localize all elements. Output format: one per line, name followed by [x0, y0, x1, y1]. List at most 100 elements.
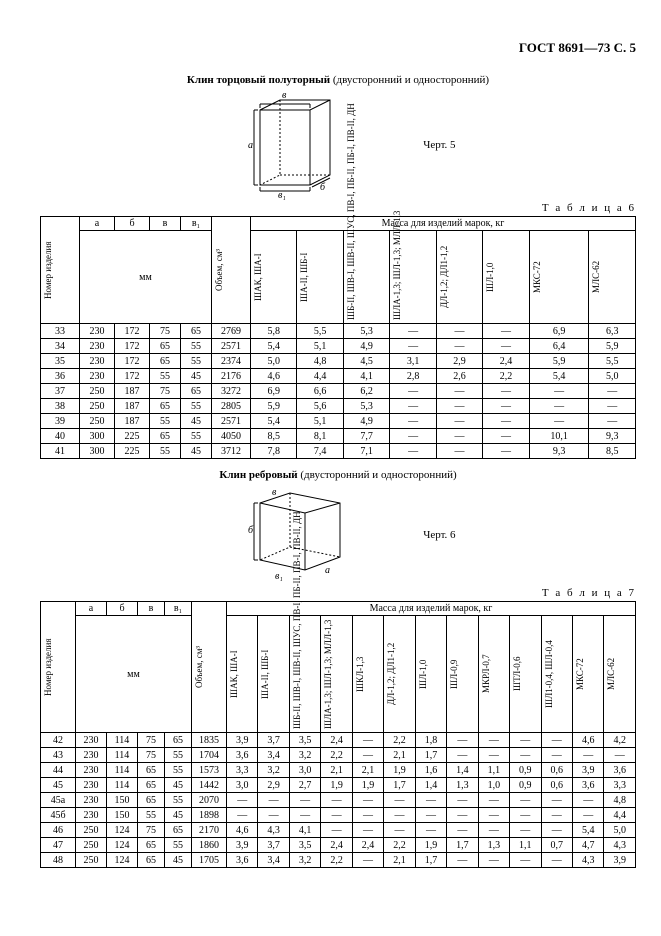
table-cell: 6,6 [297, 384, 343, 399]
table-cell: 6,9 [251, 384, 297, 399]
t7-c9: ШТЛ-0,6 [512, 617, 524, 731]
table-cell: 3,6 [227, 853, 258, 868]
table-cell: 3,5 [289, 733, 320, 748]
table-cell: 45 [165, 853, 192, 868]
t7-c4: ШКЛ-1,3 [355, 617, 367, 731]
table-cell: — [258, 793, 289, 808]
table-cell: 5,6 [297, 399, 343, 414]
table-cell: 6,3 [589, 324, 636, 339]
table-cell: 65 [150, 429, 181, 444]
table-cell: 55 [181, 429, 212, 444]
table-cell: 2,1 [352, 763, 383, 778]
fig6-drawing: б в а в₁ Черт. 6 [40, 485, 636, 585]
table-cell: — [478, 748, 509, 763]
table-cell: — [510, 808, 541, 823]
table-cell: 124 [107, 853, 138, 868]
table-cell: — [483, 399, 529, 414]
t6-c3: ШЛА-1,3; ШЛ-1,3; МЛЛ-1,3 [392, 232, 404, 322]
table-cell: 1,7 [384, 778, 415, 793]
fig6-dim-v: в [272, 487, 277, 498]
t7-c5: ДЛ-1,2; ДЛ1-1,2 [386, 617, 398, 731]
table-cell: — [541, 733, 572, 748]
table-cell: 4050 [212, 429, 251, 444]
table-cell: — [384, 793, 415, 808]
fig6-title-rest: (двусторонний и односторонний) [298, 469, 457, 481]
table-cell: 1,4 [415, 778, 446, 793]
table-cell: 0,6 [541, 763, 572, 778]
table-cell: 5,4 [251, 414, 297, 429]
table-cell: 75 [150, 384, 181, 399]
table-cell: — [478, 823, 509, 838]
table-cell: 10,1 [529, 429, 589, 444]
table-cell: 3,2 [289, 748, 320, 763]
table-cell: 9,3 [589, 429, 636, 444]
table-cell: 124 [107, 838, 138, 853]
table-cell: 1860 [192, 838, 227, 853]
table-cell: 65 [138, 763, 165, 778]
fig6-dim-v1: в₁ [275, 571, 283, 582]
table-cell: 65 [150, 339, 181, 354]
table-cell: 230 [80, 369, 115, 384]
table-cell: — [415, 808, 446, 823]
table-cell: — [541, 748, 572, 763]
t7-h-mm: мм [76, 616, 192, 733]
table-cell: 1,6 [415, 763, 446, 778]
table-cell: 34 [41, 339, 80, 354]
table-cell: 2,6 [436, 369, 482, 384]
table-cell: — [390, 444, 436, 459]
table-cell: 45 [165, 808, 192, 823]
table-cell: 39 [41, 414, 80, 429]
table-cell: — [572, 748, 603, 763]
table-cell: 114 [107, 748, 138, 763]
table-cell: 2571 [212, 414, 251, 429]
t7-c7: ШЛ-0,9 [449, 617, 461, 731]
table-cell: — [589, 399, 636, 414]
table-cell: 5,9 [589, 339, 636, 354]
table-cell: — [510, 823, 541, 838]
table-cell: 65 [181, 324, 212, 339]
table-cell: 3,2 [258, 763, 289, 778]
table-row: 35230172655523745,04,84,53,12,92,45,95,5 [41, 354, 636, 369]
table-cell: 250 [76, 823, 107, 838]
table-cell: — [390, 414, 436, 429]
t6-c2: ШБ-II, ШВ-I, ШВ-II, ШУС, ПВ-I, ПБ-II, ПБ… [346, 232, 358, 322]
table-cell: — [436, 384, 482, 399]
table-cell: 3,6 [572, 778, 603, 793]
table-cell: — [447, 823, 478, 838]
table-cell: 45 [41, 778, 76, 793]
table-cell: — [447, 748, 478, 763]
table-cell: 150 [107, 808, 138, 823]
table-cell: 5,4 [251, 339, 297, 354]
table7: Номер изделия а б в в₁ Объем, см³ Масса … [40, 601, 636, 868]
table-cell: 40 [41, 429, 80, 444]
fig5-title-bold: Клин торцовый полуторный [187, 74, 330, 86]
fig6-dim-a: а [325, 565, 330, 576]
table-cell: 250 [76, 853, 107, 868]
table-cell: 55 [150, 414, 181, 429]
table-cell: 2769 [212, 324, 251, 339]
table-cell: 230 [80, 339, 115, 354]
table-cell: 1,9 [352, 778, 383, 793]
table-cell: 2,4 [483, 354, 529, 369]
fig5-dim-a: а [248, 140, 253, 151]
t6-h-v: в [150, 217, 181, 231]
table-cell: 4,9 [343, 414, 389, 429]
table-cell: 55 [181, 354, 212, 369]
table-cell: — [352, 808, 383, 823]
table-cell: 230 [76, 748, 107, 763]
table-cell: 1705 [192, 853, 227, 868]
table6: Номер изделия а б в в₁ Объем, см³ Масса … [40, 216, 636, 459]
table6-label: Т а б л и ц а 6 [40, 202, 636, 214]
fig6-title: Клин ребровый (двусторонний и односторон… [40, 469, 636, 481]
table-cell: — [227, 808, 258, 823]
table-cell: 75 [138, 823, 165, 838]
table-cell: 75 [138, 748, 165, 763]
table-cell: 55 [165, 748, 192, 763]
table-cell: 33 [41, 324, 80, 339]
table-cell: 4,3 [604, 838, 636, 853]
table-cell: 3,4 [258, 748, 289, 763]
table-cell: 45 [165, 778, 192, 793]
table-cell: 2805 [212, 399, 251, 414]
t7-c11: МКС-72 [575, 617, 587, 731]
table-cell: — [321, 793, 352, 808]
